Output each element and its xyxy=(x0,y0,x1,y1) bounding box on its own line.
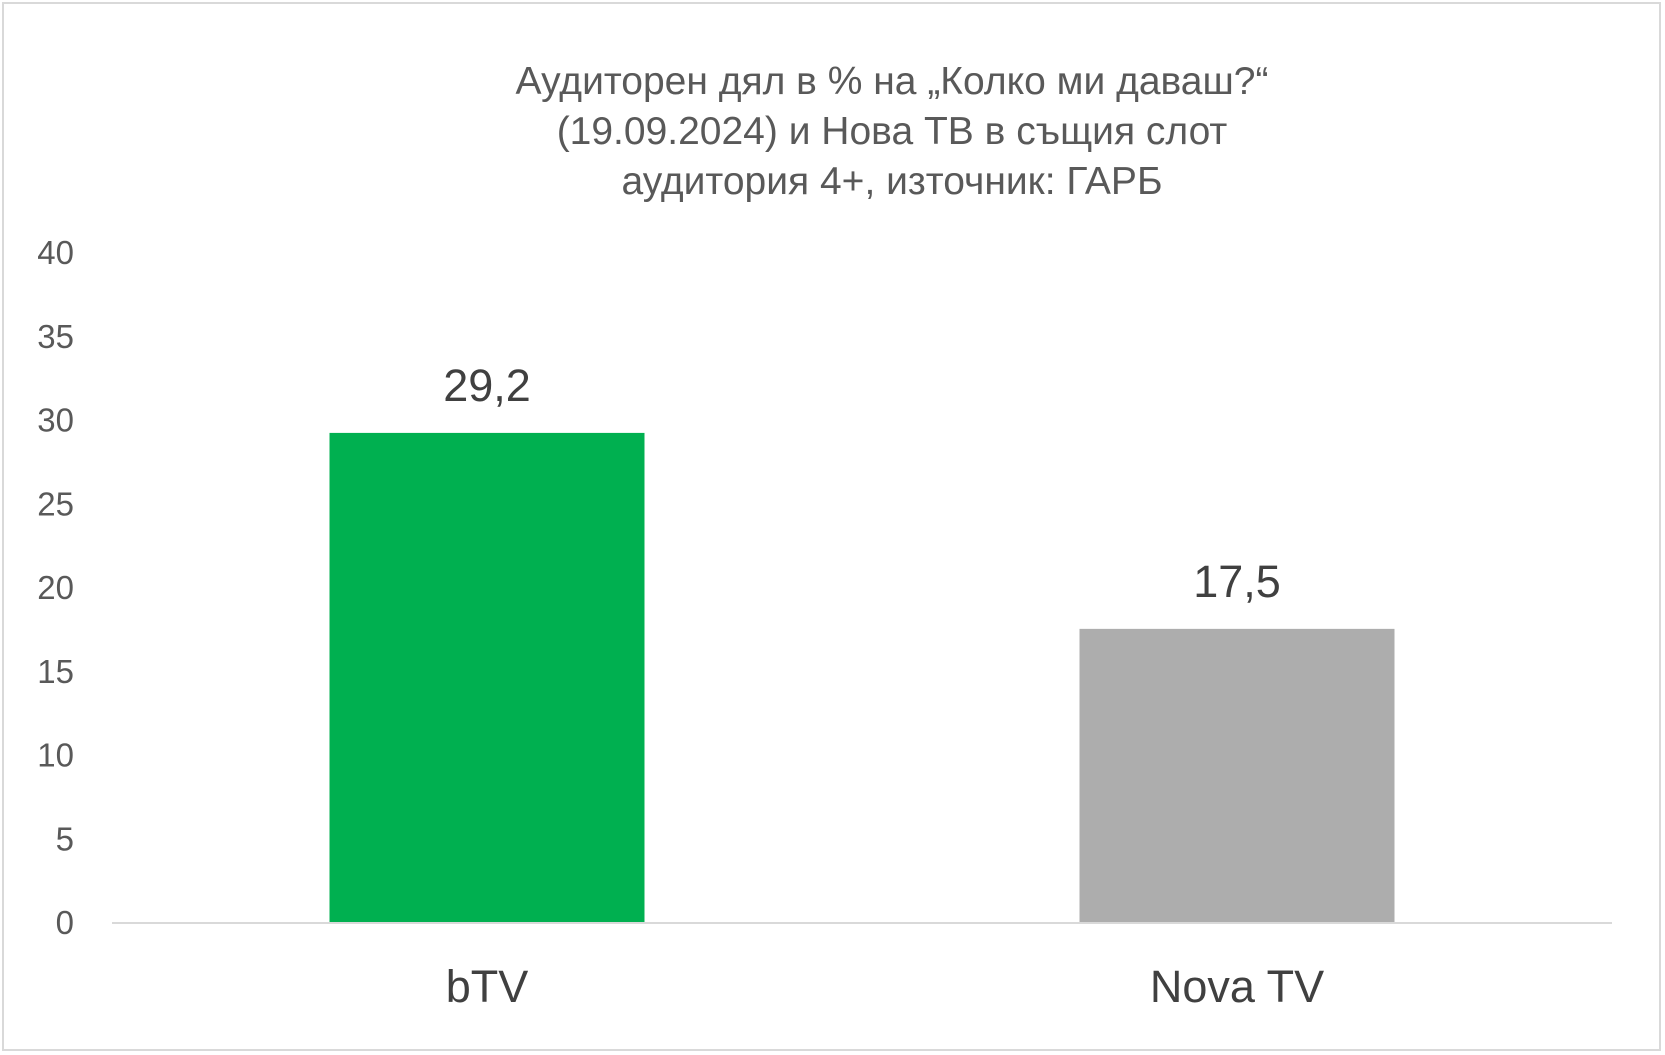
y-axis: 0 5 10 15 20 25 30 35 40 xyxy=(37,234,74,941)
chart-title: Аудиторен дял в % на „Колко ми даваш?“ (… xyxy=(516,60,1269,203)
y-tick-label: 40 xyxy=(37,234,74,271)
chart-title-line-2: (19.09.2024) и Нова ТВ в същия слот xyxy=(557,110,1228,153)
bar-btv xyxy=(329,432,645,922)
y-tick-label: 5 xyxy=(56,820,74,857)
y-tick-label: 35 xyxy=(37,318,74,355)
data-labels: 29,2 17,5 xyxy=(443,360,1281,607)
bar-nova-tv xyxy=(1079,628,1395,922)
y-tick-label: 20 xyxy=(37,569,74,606)
data-label: 17,5 xyxy=(1193,556,1281,607)
chart-title-line-1: Аудиторен дял в % на „Колко ми даваш?“ xyxy=(516,60,1269,103)
y-tick-label: 30 xyxy=(37,402,74,439)
x-axis: bTV Nova TV xyxy=(112,922,1612,1012)
bar-chart: Аудиторен дял в % на „Колко ми даваш?“ (… xyxy=(37,60,1612,1012)
y-tick-label: 0 xyxy=(56,904,74,941)
y-tick-label: 10 xyxy=(37,737,74,774)
chart-title-line-3: аудитория 4+, източник: ГАРБ xyxy=(621,160,1162,203)
y-tick-label: 25 xyxy=(37,485,74,522)
y-tick-label: 15 xyxy=(37,653,74,690)
x-category-label: Nova TV xyxy=(1150,961,1324,1012)
x-category-label: bTV xyxy=(446,961,529,1012)
bars xyxy=(329,432,1395,922)
data-label: 29,2 xyxy=(443,360,531,411)
